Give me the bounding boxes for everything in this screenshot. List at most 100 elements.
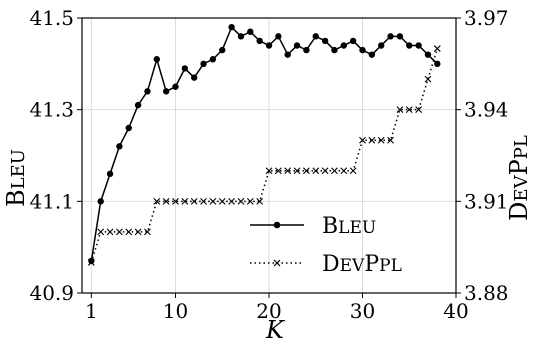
bleu-point bbox=[172, 83, 179, 90]
bleu-point bbox=[237, 33, 245, 40]
devppl-point bbox=[405, 106, 413, 114]
bleu-point bbox=[275, 33, 282, 40]
bleu-point bbox=[153, 56, 160, 63]
y-right-label-main-2: P bbox=[505, 159, 533, 175]
bleu-point bbox=[134, 101, 142, 109]
x-tick-label: 1 bbox=[85, 299, 98, 323]
y-axis-label-right: DEVPPL bbox=[505, 135, 533, 221]
devppl-point bbox=[87, 259, 95, 266]
devppl-point bbox=[144, 228, 151, 236]
legend-devppl-small-2: PL bbox=[379, 256, 402, 276]
bleu-point bbox=[415, 42, 422, 49]
x-axis-label: K bbox=[265, 316, 286, 343]
bleu-point bbox=[116, 143, 123, 150]
devppl-point bbox=[209, 197, 217, 205]
devppl-point bbox=[312, 167, 320, 175]
y-axis-label-left: BLEU bbox=[2, 149, 30, 207]
bleu-point bbox=[228, 23, 235, 31]
y-right-tick-label: 3.91 bbox=[464, 189, 509, 213]
bleu-point bbox=[359, 46, 366, 54]
y-right-tick-label: 3.97 bbox=[464, 6, 509, 30]
grid-lines bbox=[82, 17, 457, 294]
bleu-point bbox=[434, 60, 441, 68]
bleu-point bbox=[284, 51, 291, 58]
bleu-point bbox=[162, 88, 170, 95]
devppl-point bbox=[237, 197, 245, 205]
bleu-point bbox=[378, 42, 385, 49]
y-left-tick-label: 41.5 bbox=[29, 6, 74, 30]
devppl-point bbox=[396, 106, 404, 114]
devppl-point bbox=[293, 167, 301, 175]
bleu-point bbox=[293, 42, 301, 49]
y-right-tick-label: 3.94 bbox=[464, 98, 509, 122]
bleu-point bbox=[396, 33, 404, 40]
legend-marker-devppl bbox=[273, 259, 281, 267]
bleu-point bbox=[349, 37, 357, 45]
legend-devppl-main-2: P bbox=[364, 252, 379, 277]
bleu-point bbox=[424, 51, 432, 58]
legend-label-bleu: BLEU bbox=[322, 214, 376, 239]
y-left-tick-label: 41.1 bbox=[29, 189, 74, 213]
bleu-point bbox=[144, 88, 151, 95]
bleu-point bbox=[331, 46, 338, 54]
devppl-point bbox=[424, 75, 432, 83]
legend-marker-bleu bbox=[273, 221, 281, 229]
series-line-bleu bbox=[90, 25, 438, 262]
bleu-point bbox=[125, 124, 132, 132]
devppl-point bbox=[218, 197, 226, 205]
bleu-point bbox=[256, 37, 263, 45]
y-left-tick-label: 41.3 bbox=[29, 98, 74, 122]
legend: BLEU DEVPPL bbox=[250, 214, 402, 277]
bleu-point bbox=[106, 170, 114, 178]
bleu-point bbox=[312, 33, 319, 40]
bleu-point bbox=[181, 65, 189, 72]
bleu-point bbox=[191, 74, 198, 81]
devppl-point bbox=[125, 228, 133, 236]
bleu-point bbox=[265, 42, 273, 49]
devppl-point bbox=[331, 167, 338, 175]
devppl-point bbox=[377, 136, 385, 144]
devppl-point bbox=[200, 197, 207, 205]
devppl-point bbox=[274, 167, 282, 175]
devppl-point bbox=[349, 167, 357, 175]
devppl-point bbox=[368, 136, 376, 144]
devppl-point bbox=[246, 197, 254, 205]
devppl-point bbox=[228, 197, 235, 205]
bleu-point bbox=[219, 46, 226, 54]
bleu-point bbox=[97, 198, 104, 205]
devppl-point bbox=[153, 197, 161, 205]
tick-marks bbox=[77, 17, 461, 298]
bleu-point bbox=[200, 60, 207, 68]
x-tick-label: 20 bbox=[256, 299, 281, 323]
devppl-point bbox=[303, 167, 310, 175]
devppl-point bbox=[415, 106, 422, 114]
bleu-point bbox=[406, 42, 413, 49]
devppl-point bbox=[190, 197, 198, 205]
tick-labels: 1 10 20 30 40 40.9 41.1 41.3 41.5 3.88 3.91 3.94 3.9… bbox=[29, 6, 508, 323]
devppl-point bbox=[97, 228, 105, 236]
legend-devppl-small-1: EV bbox=[340, 256, 365, 276]
legend-devppl-main-1: D bbox=[322, 252, 340, 277]
y-left-label-small: LEU bbox=[8, 149, 29, 189]
devppl-point bbox=[359, 136, 366, 144]
devppl-point bbox=[106, 228, 114, 236]
devppl-point bbox=[256, 197, 264, 205]
bleu-point bbox=[247, 28, 254, 35]
x-tick-label: 10 bbox=[163, 299, 188, 323]
devppl-point bbox=[340, 167, 348, 175]
bleu-point bbox=[340, 42, 347, 49]
devppl-point bbox=[172, 197, 179, 205]
devppl-point bbox=[116, 228, 123, 236]
bleu-point bbox=[368, 51, 376, 58]
devppl-point bbox=[321, 167, 329, 175]
devppl-point bbox=[284, 167, 292, 175]
series-layer bbox=[87, 23, 441, 266]
bleu-point bbox=[209, 56, 217, 63]
legend-bleu-small: LEU bbox=[338, 218, 376, 238]
legend-label-devppl: DEVPPL bbox=[322, 252, 402, 277]
devppl-point bbox=[181, 197, 189, 205]
legend-bleu-main: B bbox=[322, 214, 338, 239]
x-tick-label: 30 bbox=[350, 299, 375, 323]
series-line-devppl bbox=[90, 48, 439, 263]
